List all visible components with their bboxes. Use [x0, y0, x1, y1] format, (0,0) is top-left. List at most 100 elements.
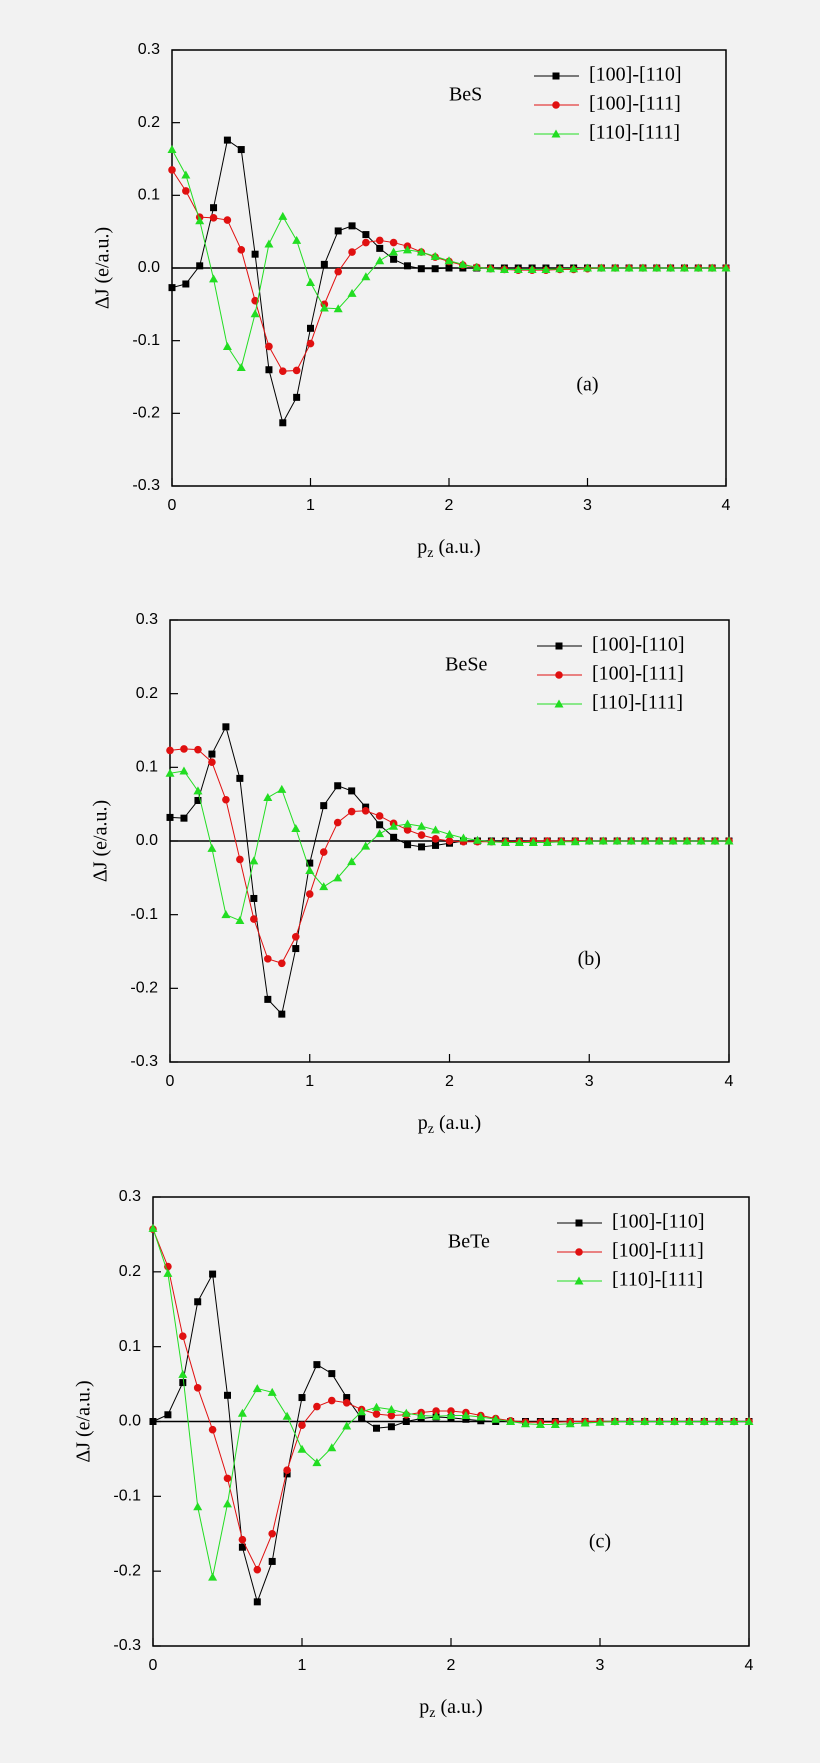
marker: [194, 745, 202, 754]
legend-label: [110]-[111]: [592, 692, 683, 714]
marker: [666, 263, 676, 272]
marker: [250, 915, 258, 923]
marker: [458, 833, 468, 842]
marker: [298, 1421, 306, 1430]
legend-label: [100]-[111]: [592, 663, 684, 685]
legend-label: [100]-[111]: [612, 1240, 704, 1262]
panel-label: (b): [578, 948, 601, 970]
marker: [401, 1408, 411, 1417]
marker: [583, 263, 592, 272]
marker: [655, 1417, 665, 1425]
y-tick-label: 0.1: [138, 187, 160, 204]
marker: [249, 856, 259, 865]
marker: [348, 787, 356, 795]
x-axis-label-part: z: [429, 1706, 435, 1721]
chart-label: BeSe: [445, 654, 487, 676]
marker: [208, 750, 216, 758]
marker: [265, 342, 273, 351]
marker: [416, 247, 426, 256]
marker: [696, 836, 706, 845]
marker: [306, 339, 315, 348]
marker: [626, 836, 636, 845]
marker: [555, 264, 565, 273]
y-tick-label: 0.0: [136, 832, 158, 849]
legend-marker: [554, 699, 564, 708]
marker: [209, 214, 218, 222]
x-tick-label: 4: [745, 1657, 754, 1674]
legend-marker: [555, 671, 563, 679]
marker: [297, 1444, 307, 1453]
marker: [237, 1408, 247, 1417]
x-axis-label-part: z: [428, 1122, 434, 1137]
marker: [550, 1419, 560, 1428]
marker: [372, 1402, 381, 1411]
marker: [236, 363, 246, 372]
marker: [236, 774, 244, 782]
marker: [744, 1417, 754, 1425]
marker: [268, 1529, 277, 1538]
legend-marker: [552, 101, 560, 109]
marker: [679, 263, 689, 272]
legend-marker: [552, 72, 560, 80]
marker: [312, 1458, 322, 1467]
panel-label: (c): [589, 1530, 611, 1552]
marker: [584, 836, 594, 845]
marker: [521, 1419, 530, 1428]
marker: [445, 829, 454, 838]
marker: [182, 280, 190, 288]
marker: [389, 247, 399, 256]
marker: [291, 932, 300, 941]
marker: [268, 1557, 276, 1565]
marker: [209, 274, 219, 283]
marker: [417, 265, 425, 273]
marker: [682, 836, 692, 845]
marker: [334, 267, 343, 276]
marker: [193, 1384, 202, 1392]
chart-label: BeS: [449, 84, 482, 106]
y-tick-label: -0.3: [132, 477, 160, 494]
marker: [178, 1369, 188, 1378]
marker: [342, 1421, 352, 1430]
y-axis-label: ΔJ (e/a.u.): [92, 227, 114, 309]
marker: [458, 259, 468, 268]
marker: [444, 256, 454, 265]
marker: [580, 1418, 590, 1427]
marker: [319, 848, 328, 856]
marker: [333, 304, 343, 313]
marker: [528, 837, 538, 846]
marker: [208, 758, 216, 766]
marker: [224, 1391, 231, 1399]
marker: [403, 819, 413, 828]
marker: [347, 807, 356, 816]
marker: [223, 1474, 232, 1483]
legend-label: [100]-[111]: [589, 93, 681, 115]
marker: [462, 1415, 470, 1423]
marker: [477, 1417, 485, 1425]
marker: [305, 890, 314, 898]
marker: [640, 1417, 650, 1425]
marker: [565, 1419, 575, 1428]
marker: [265, 366, 273, 374]
marker: [556, 837, 566, 846]
y-tick-label: 0.3: [136, 611, 158, 628]
marker: [327, 1443, 337, 1452]
marker: [472, 835, 482, 844]
marker: [638, 263, 648, 272]
marker: [570, 837, 580, 846]
marker: [431, 825, 441, 834]
marker: [514, 837, 524, 846]
marker: [431, 1411, 441, 1420]
legend-marker: [551, 129, 561, 138]
marker: [238, 1535, 247, 1544]
marker: [222, 723, 230, 731]
marker: [264, 955, 272, 963]
y-tick-label: 0.0: [138, 259, 160, 276]
marker: [375, 812, 384, 820]
marker: [376, 244, 384, 252]
marker: [164, 1411, 172, 1419]
marker: [347, 288, 357, 297]
marker: [387, 1423, 395, 1431]
y-tick-label: 0.2: [138, 114, 160, 131]
marker: [319, 303, 329, 312]
